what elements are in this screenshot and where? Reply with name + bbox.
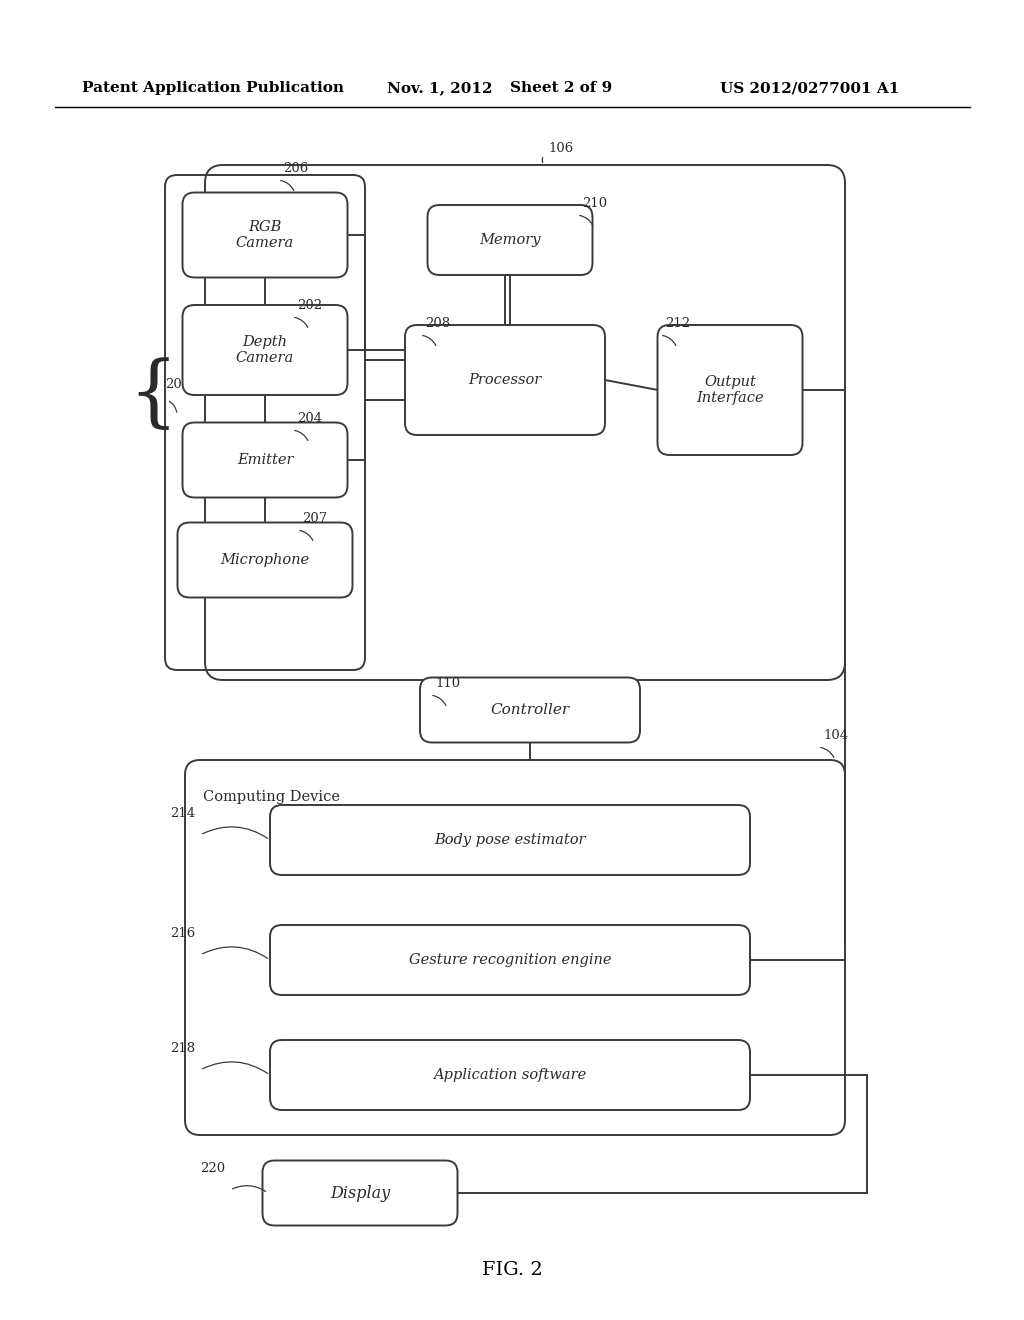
Text: RGB
Camera: RGB Camera <box>236 220 294 249</box>
Text: FIG. 2: FIG. 2 <box>481 1261 543 1279</box>
FancyBboxPatch shape <box>270 1040 750 1110</box>
Text: 202: 202 <box>297 300 323 312</box>
FancyBboxPatch shape <box>427 205 593 275</box>
Text: Nov. 1, 2012: Nov. 1, 2012 <box>387 81 493 95</box>
Text: Computing Device: Computing Device <box>203 789 340 804</box>
Text: {: { <box>128 358 178 433</box>
Text: 106: 106 <box>548 141 573 154</box>
Text: 200: 200 <box>165 379 190 392</box>
Text: 216: 216 <box>170 927 195 940</box>
Text: 218: 218 <box>170 1041 195 1055</box>
Text: 212: 212 <box>665 317 690 330</box>
Text: Body pose estimator: Body pose estimator <box>434 833 586 847</box>
FancyBboxPatch shape <box>262 1160 458 1225</box>
Text: Depth
Camera: Depth Camera <box>236 335 294 366</box>
Text: 110: 110 <box>435 677 460 690</box>
FancyBboxPatch shape <box>657 325 803 455</box>
Text: Application software: Application software <box>433 1068 587 1082</box>
Text: 208: 208 <box>425 317 451 330</box>
Text: Display: Display <box>330 1184 390 1201</box>
Text: 207: 207 <box>302 512 328 525</box>
Text: 214: 214 <box>170 807 195 820</box>
Text: Emitter: Emitter <box>237 453 293 467</box>
FancyBboxPatch shape <box>182 422 347 498</box>
FancyBboxPatch shape <box>182 305 347 395</box>
Text: 204: 204 <box>297 412 323 425</box>
Text: 210: 210 <box>582 197 607 210</box>
Text: Controller: Controller <box>490 704 569 717</box>
Text: Memory: Memory <box>479 234 541 247</box>
FancyBboxPatch shape <box>182 193 347 277</box>
FancyBboxPatch shape <box>270 805 750 875</box>
FancyBboxPatch shape <box>406 325 605 436</box>
Text: Sheet 2 of 9: Sheet 2 of 9 <box>510 81 612 95</box>
Text: 206: 206 <box>283 162 308 176</box>
FancyBboxPatch shape <box>420 677 640 742</box>
Text: Microphone: Microphone <box>220 553 309 568</box>
Text: Output
Interface: Output Interface <box>696 375 764 405</box>
FancyBboxPatch shape <box>177 523 352 598</box>
Text: US 2012/0277001 A1: US 2012/0277001 A1 <box>720 81 899 95</box>
Text: 220: 220 <box>200 1162 225 1175</box>
Text: Patent Application Publication: Patent Application Publication <box>82 81 344 95</box>
FancyBboxPatch shape <box>270 925 750 995</box>
Text: Processor: Processor <box>468 374 542 387</box>
Text: Gesture recognition engine: Gesture recognition engine <box>409 953 611 968</box>
Text: 104: 104 <box>823 729 848 742</box>
